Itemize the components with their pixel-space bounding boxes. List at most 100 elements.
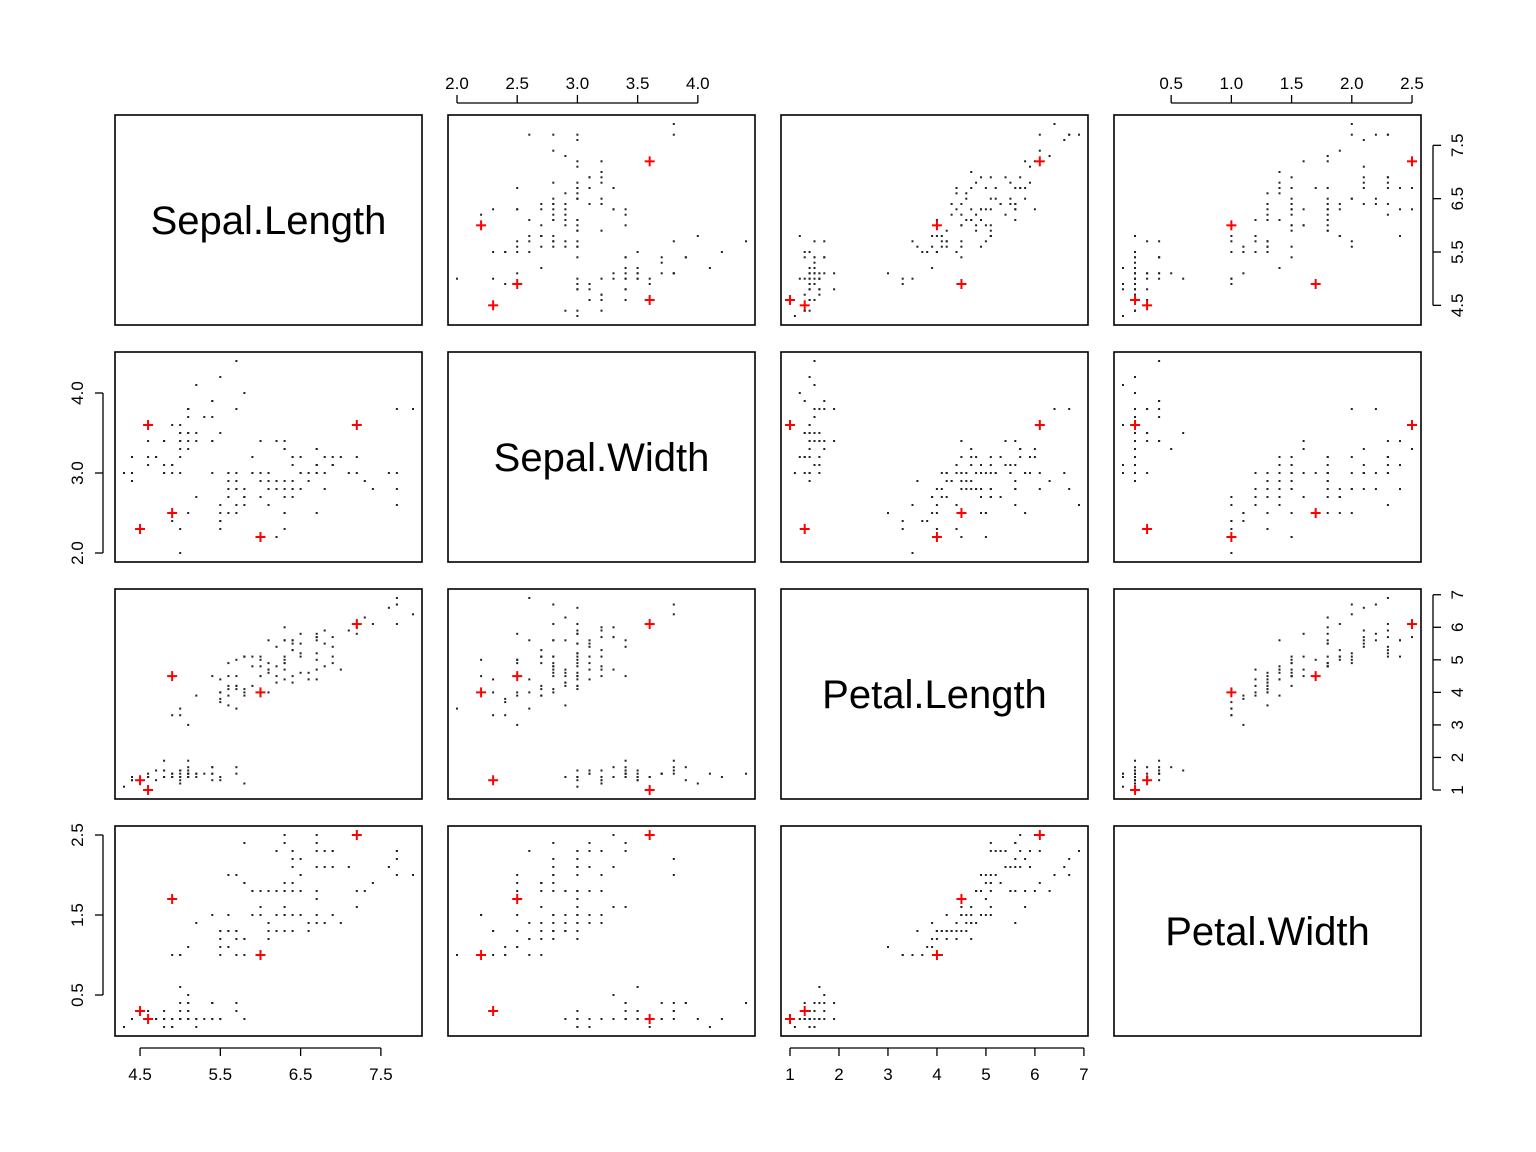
data-point <box>823 1010 826 1012</box>
data-point <box>1338 488 1341 490</box>
data-point <box>612 906 615 908</box>
data-point <box>1024 187 1027 189</box>
tick-label: 5 <box>1448 655 1467 664</box>
data-point <box>660 261 663 264</box>
data-point <box>1326 203 1329 205</box>
data-point <box>504 283 507 285</box>
data-point <box>540 267 543 269</box>
data-point <box>1338 149 1341 152</box>
data-point <box>552 938 555 940</box>
data-point <box>1029 456 1031 458</box>
data-point <box>576 181 579 184</box>
data-point <box>219 504 222 506</box>
data-point <box>1063 866 1066 868</box>
data-point <box>1146 772 1149 775</box>
data-point <box>1399 655 1401 658</box>
data-point <box>588 283 591 285</box>
data-point <box>945 496 948 498</box>
data-point <box>492 277 495 280</box>
data-point <box>960 480 963 482</box>
data-point <box>1063 139 1066 141</box>
data-point <box>1122 472 1124 474</box>
data-point <box>955 192 958 195</box>
data-point <box>516 890 519 892</box>
data-point <box>187 432 190 434</box>
data-point <box>528 597 531 599</box>
data-point <box>1302 496 1305 498</box>
data-point <box>1146 472 1149 474</box>
data-point <box>1338 208 1341 211</box>
tick-label: 2.0 <box>68 541 87 565</box>
data-point <box>1230 283 1233 285</box>
data-point <box>1134 251 1136 253</box>
data-point <box>1158 769 1161 772</box>
data-point <box>1038 882 1041 884</box>
data-point <box>624 906 627 908</box>
data-point <box>612 626 615 629</box>
data-point <box>564 245 567 248</box>
data-point <box>291 850 294 852</box>
data-point <box>813 240 816 243</box>
data-point <box>672 240 675 243</box>
data-point <box>163 1010 166 1012</box>
data-point <box>1029 850 1031 852</box>
data-point <box>528 954 531 956</box>
data-point <box>219 779 222 782</box>
data-point <box>1326 224 1329 227</box>
data-point <box>516 245 519 248</box>
data-point <box>1266 512 1269 514</box>
data-point <box>793 472 796 474</box>
data-point <box>1024 472 1027 474</box>
data-point <box>1278 480 1281 482</box>
data-point <box>131 480 133 482</box>
data-point <box>1004 850 1007 852</box>
data-point <box>1290 245 1293 248</box>
data-point <box>211 766 214 769</box>
tick-label: 6.5 <box>1448 187 1467 211</box>
data-point <box>672 1018 675 1020</box>
data-point <box>387 606 390 609</box>
data-point <box>588 866 591 868</box>
data-point <box>456 277 458 280</box>
data-point <box>940 488 943 490</box>
data-point <box>412 874 414 876</box>
data-point <box>1399 187 1401 189</box>
data-point <box>540 890 543 892</box>
data-point <box>989 472 992 474</box>
data-point <box>1290 662 1293 665</box>
data-point <box>1004 213 1007 216</box>
data-point <box>564 684 567 687</box>
data-point <box>235 658 238 661</box>
data-point <box>1134 267 1136 269</box>
data-point <box>1386 472 1389 474</box>
panel-Sepal.Width-vs-Petal.Width <box>1113 351 1422 563</box>
data-point <box>1024 858 1027 860</box>
data-point <box>371 488 374 490</box>
data-point <box>588 772 591 775</box>
data-point <box>163 1026 166 1028</box>
variable-label: Sepal.Width <box>494 436 710 480</box>
data-point <box>945 480 948 482</box>
data-point <box>612 766 615 769</box>
data-point <box>540 649 543 652</box>
data-point <box>564 219 567 221</box>
data-point <box>576 224 579 227</box>
data-point <box>1038 149 1041 152</box>
data-point <box>813 261 816 264</box>
data-point <box>283 890 286 892</box>
data-point <box>588 187 591 189</box>
data-point <box>171 954 174 956</box>
data-point <box>576 309 579 312</box>
data-point <box>960 456 963 458</box>
data-point <box>1362 472 1365 474</box>
data-point <box>624 769 627 772</box>
data-point <box>516 723 519 726</box>
tick-label: 0.5 <box>68 983 87 1007</box>
data-point <box>931 245 934 248</box>
data-point <box>1326 642 1329 645</box>
data-point <box>1278 668 1281 671</box>
data-point <box>808 440 811 442</box>
data-point <box>219 432 222 434</box>
data-point <box>267 930 270 932</box>
data-point <box>803 432 806 434</box>
